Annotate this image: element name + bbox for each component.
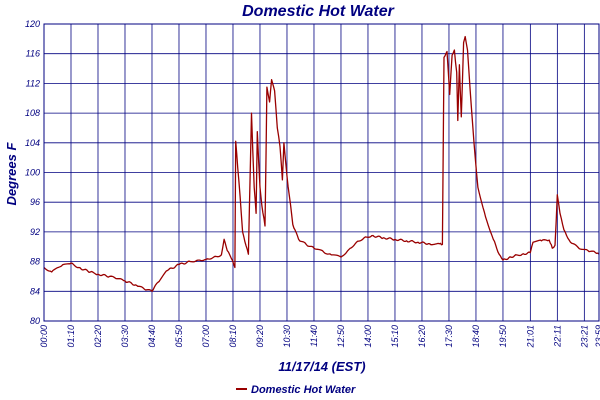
- x-tick-label: 01:10: [66, 325, 76, 348]
- plot-border: [43, 23, 600, 322]
- chart-grid: [43, 23, 600, 322]
- x-tick-label: 17:30: [444, 325, 454, 348]
- legend: Domestic Hot Water: [236, 384, 356, 396]
- x-tick-label: 04:40: [147, 325, 157, 348]
- x-tick-label: 00:00: [39, 325, 49, 348]
- x-tick-label: 02:20: [93, 325, 103, 348]
- x-axis-label: 11/17/14 (EST): [278, 359, 365, 374]
- x-tick-label: 15:10: [390, 325, 400, 348]
- x-tick-label: 10:30: [282, 325, 292, 348]
- x-tick-labels: 00:00 01:10 02:20 03:30 04:40 05:50 07:00 08:10…: [39, 325, 600, 349]
- series-line: [43, 35, 600, 292]
- x-tick-label: 09:20: [255, 325, 265, 348]
- x-tick-label: 23:21: [579, 325, 589, 349]
- x-tick-label: 16:20: [417, 325, 427, 348]
- y-tick-label: 112: [26, 78, 40, 88]
- x-tick-label: 12:50: [336, 325, 346, 348]
- y-tick-label: 108: [25, 108, 40, 118]
- x-tick-label: 19:50: [498, 325, 508, 348]
- x-tick-label: 11:40: [309, 325, 319, 347]
- legend-label: Domestic Hot Water: [251, 384, 356, 396]
- x-tick-label: 23:59: [594, 325, 600, 349]
- y-tick-label: 80: [30, 316, 40, 326]
- x-tick-label: 07:00: [201, 325, 211, 348]
- y-tick-label: 92: [30, 227, 40, 237]
- y-axis-label: Degrees F: [4, 142, 19, 206]
- y-tick-label: 116: [26, 49, 40, 59]
- y-tick-label: 100: [25, 168, 40, 178]
- x-tick-label: 05:50: [174, 325, 184, 348]
- x-tick-label: 22:11: [552, 325, 562, 348]
- x-tick-label: 03:30: [120, 325, 130, 348]
- y-tick-label: 120: [25, 19, 40, 29]
- x-tick-label: 08:10: [228, 325, 238, 348]
- y-tick-label: 88: [30, 257, 40, 267]
- x-tick-label: 18:40: [471, 325, 481, 348]
- series-layer: [43, 35, 600, 292]
- chart-title: Domestic Hot Water: [242, 3, 395, 20]
- y-tick-label: 96: [30, 197, 40, 207]
- x-tick-label: 14:00: [363, 325, 373, 348]
- y-tick-label: 104: [25, 138, 40, 148]
- x-tick-label: 21:01: [525, 325, 535, 349]
- y-tick-labels: 80 84 88 92 96 100 104 108 112 116 120: [25, 19, 40, 326]
- y-tick-label: 84: [30, 286, 40, 296]
